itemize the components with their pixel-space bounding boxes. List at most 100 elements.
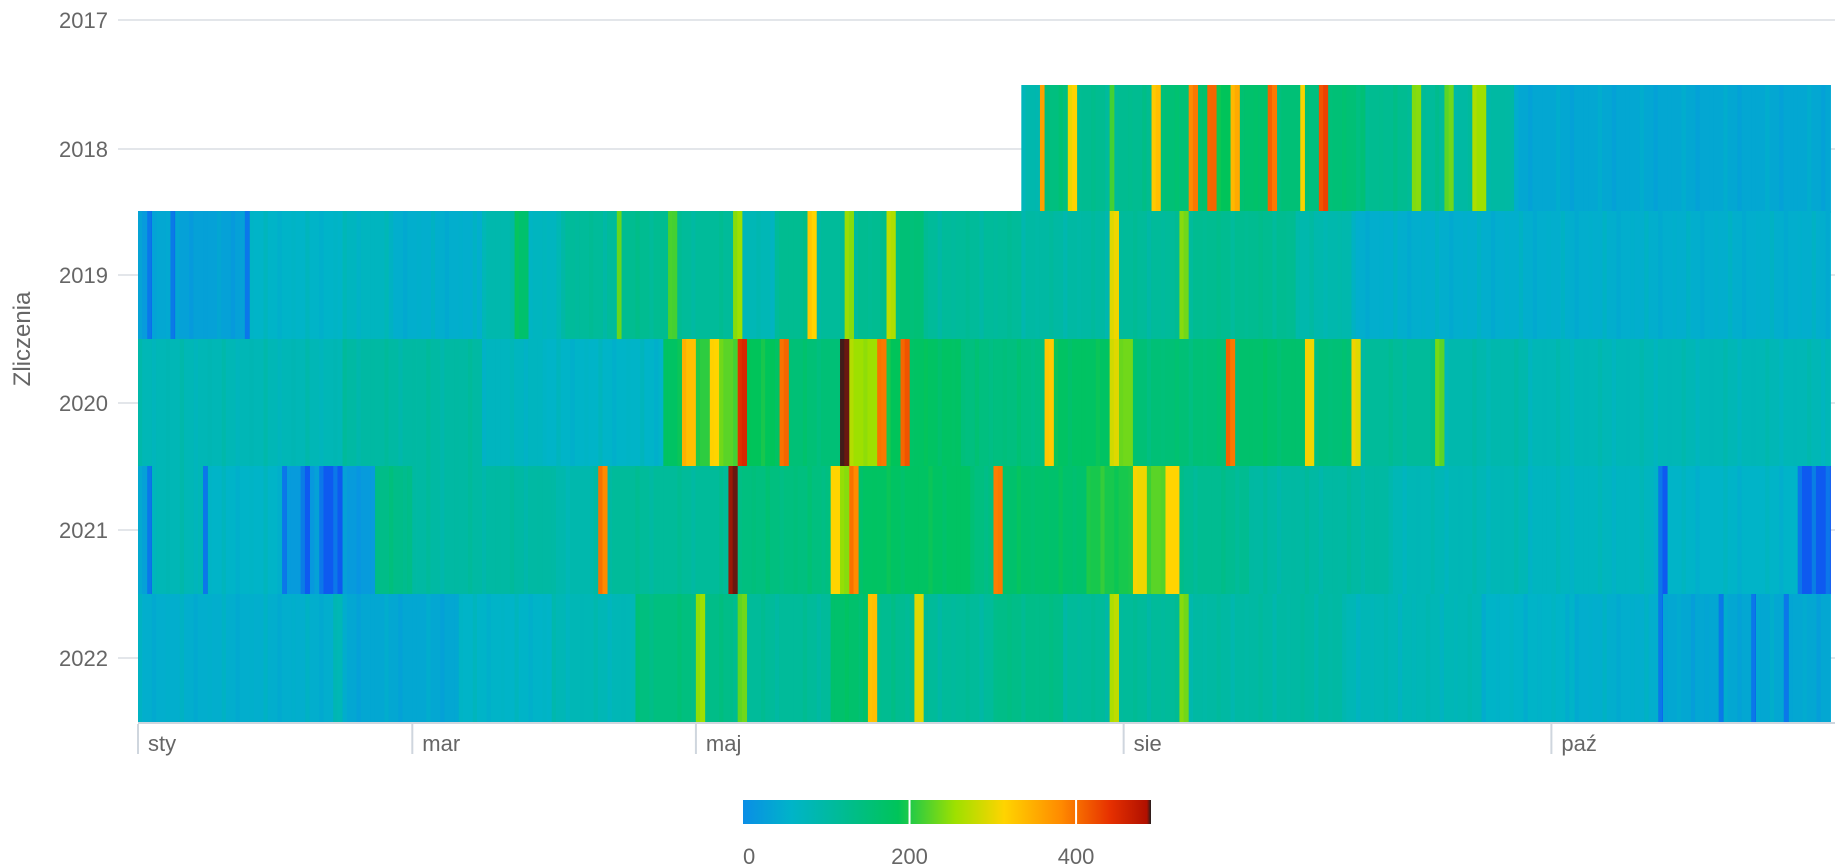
heatmap-cell-stripe: [500, 594, 505, 722]
heatmap-cell-stripe: [1742, 211, 1747, 339]
heatmap-cell-stripe: [1077, 594, 1082, 722]
heatmap-cell-stripe: [319, 466, 324, 594]
heatmap-cell-stripe: [719, 211, 724, 339]
heatmap-cell-stripe: [1611, 339, 1617, 467]
heatmap-cell-stripe: [179, 339, 185, 467]
heatmap-cell-stripe: [1453, 85, 1458, 213]
heatmap-cell-stripe: [1569, 466, 1575, 594]
heatmap-cell-stripe: [849, 339, 854, 467]
y-tick-label: 2019: [59, 263, 108, 288]
heatmap-cell-stripe: [1249, 339, 1254, 467]
heatmap-cell-stripe: [1337, 211, 1342, 339]
heatmap-cell: [1667, 466, 1799, 594]
heatmap-cell-stripe: [1016, 466, 1021, 594]
heatmap-cell-stripe: [1458, 339, 1463, 467]
heatmap-cell: [1067, 85, 1078, 213]
heatmap-cell-stripe: [1216, 85, 1221, 213]
heatmap-cell-stripe: [165, 594, 171, 722]
heatmap-cell: [310, 466, 320, 594]
heatmap-cell-stripe: [1765, 339, 1770, 467]
heatmap-cell-stripe: [1690, 594, 1696, 722]
heatmap-cell-stripe: [319, 339, 324, 467]
heatmap-cell-stripe: [1811, 466, 1816, 594]
heatmap-cell-stripe: [165, 466, 171, 594]
heatmap-cell-stripe: [1737, 339, 1742, 467]
heatmap-cell-stripe: [1779, 85, 1784, 213]
heatmap-cell-stripe: [1569, 339, 1575, 467]
heatmap-cell-stripe: [1119, 339, 1124, 467]
heatmap-cell-stripe: [1230, 594, 1235, 722]
heatmap-cell-stripe: [551, 594, 556, 722]
heatmap-cell-stripe: [565, 594, 570, 722]
heatmap-cell-stripe: [807, 211, 812, 339]
heatmap-cell-stripe: [1769, 594, 1775, 722]
heatmap-cell-stripe: [1132, 211, 1138, 339]
heatmap-cell-stripe: [370, 211, 375, 339]
heatmap-cell-stripe: [984, 466, 989, 594]
heatmap-cell-stripe: [138, 339, 143, 467]
heatmap-cell-stripe: [663, 594, 668, 722]
heatmap-cell-stripe: [1472, 466, 1477, 594]
heatmap-cell-stripe: [691, 466, 696, 594]
heatmap-cell: [1788, 594, 1831, 722]
heatmap-cell: [779, 339, 790, 467]
x-tick-label: maj: [706, 731, 741, 756]
heatmap-cell-stripe: [203, 211, 208, 339]
heatmap-cell-stripe: [1630, 211, 1635, 339]
heatmap-cell-stripe: [1625, 466, 1630, 594]
heatmap-cell-stripe: [1388, 339, 1393, 467]
heatmap-cell-stripe: [528, 211, 533, 339]
heatmap-cell-stripe: [1528, 85, 1533, 213]
heatmap-cell-stripe: [1109, 339, 1114, 467]
heatmap-cell-stripe: [1709, 466, 1714, 594]
heatmap-cell-stripe: [677, 211, 682, 339]
heatmap-cell-stripe: [305, 594, 310, 722]
heatmap-cell-stripe: [1379, 85, 1384, 213]
heatmap-cell-stripe: [333, 211, 338, 339]
heatmap-cell-stripe: [175, 211, 180, 339]
heatmap-cell-stripe: [774, 211, 780, 339]
heatmap-cell-stripe: [937, 211, 942, 339]
heatmap-cell-stripe: [1546, 211, 1551, 339]
heatmap-cell: [1351, 339, 1362, 467]
heatmap-cell-stripe: [249, 339, 254, 467]
heatmap-cell-stripe: [1016, 339, 1021, 467]
heatmap-cell-stripe: [1146, 339, 1152, 467]
heatmap-cell-stripe: [1109, 85, 1114, 213]
heatmap-cell-stripe: [1128, 466, 1133, 594]
heatmap-cell-stripe: [1002, 466, 1007, 594]
heatmap-cell-stripe: [1188, 85, 1193, 213]
heatmap-cell-stripe: [1160, 466, 1166, 594]
heatmap-cell-stripe: [277, 339, 282, 467]
heatmap-cell-stripe: [1514, 339, 1519, 467]
heatmap-cell-stripe: [1477, 211, 1482, 339]
heatmap-cell-stripe: [1825, 466, 1830, 594]
heatmap-cell-stripe: [640, 339, 645, 467]
heatmap-cell-stripe: [509, 339, 515, 467]
heatmap-cell-stripe: [816, 211, 821, 339]
heatmap-cell-stripe: [458, 594, 463, 722]
heatmap-cell-stripe: [384, 594, 389, 722]
heatmap-cell: [844, 211, 855, 339]
heatmap-cell-stripe: [403, 211, 408, 339]
heatmap-cell-stripe: [1630, 594, 1635, 722]
heatmap-cell: [598, 466, 609, 594]
heatmap-cell-stripe: [779, 339, 784, 467]
heatmap-cell-stripe: [1379, 211, 1384, 339]
heatmap-cell-stripe: [1174, 339, 1179, 467]
heatmap-cell-stripe: [282, 466, 287, 594]
heatmap-cell-stripe: [733, 339, 738, 467]
heatmap-cell-stripe: [1146, 211, 1152, 339]
heatmap-cell-stripe: [1091, 211, 1096, 339]
x-tick-label: paź: [1561, 731, 1596, 756]
heatmap-cell: [886, 211, 897, 339]
heatmap-cell-stripe: [1160, 85, 1166, 213]
heatmap-cell-stripe: [570, 339, 575, 467]
heatmap-cell-stripe: [1430, 339, 1435, 467]
heatmap-cell-stripe: [1235, 466, 1240, 594]
heatmap-cell-stripe: [728, 466, 733, 594]
heatmap-cell-stripe: [1569, 85, 1575, 213]
heatmap-cell-stripe: [193, 339, 198, 467]
heatmap-cell-stripe: [1314, 339, 1319, 467]
